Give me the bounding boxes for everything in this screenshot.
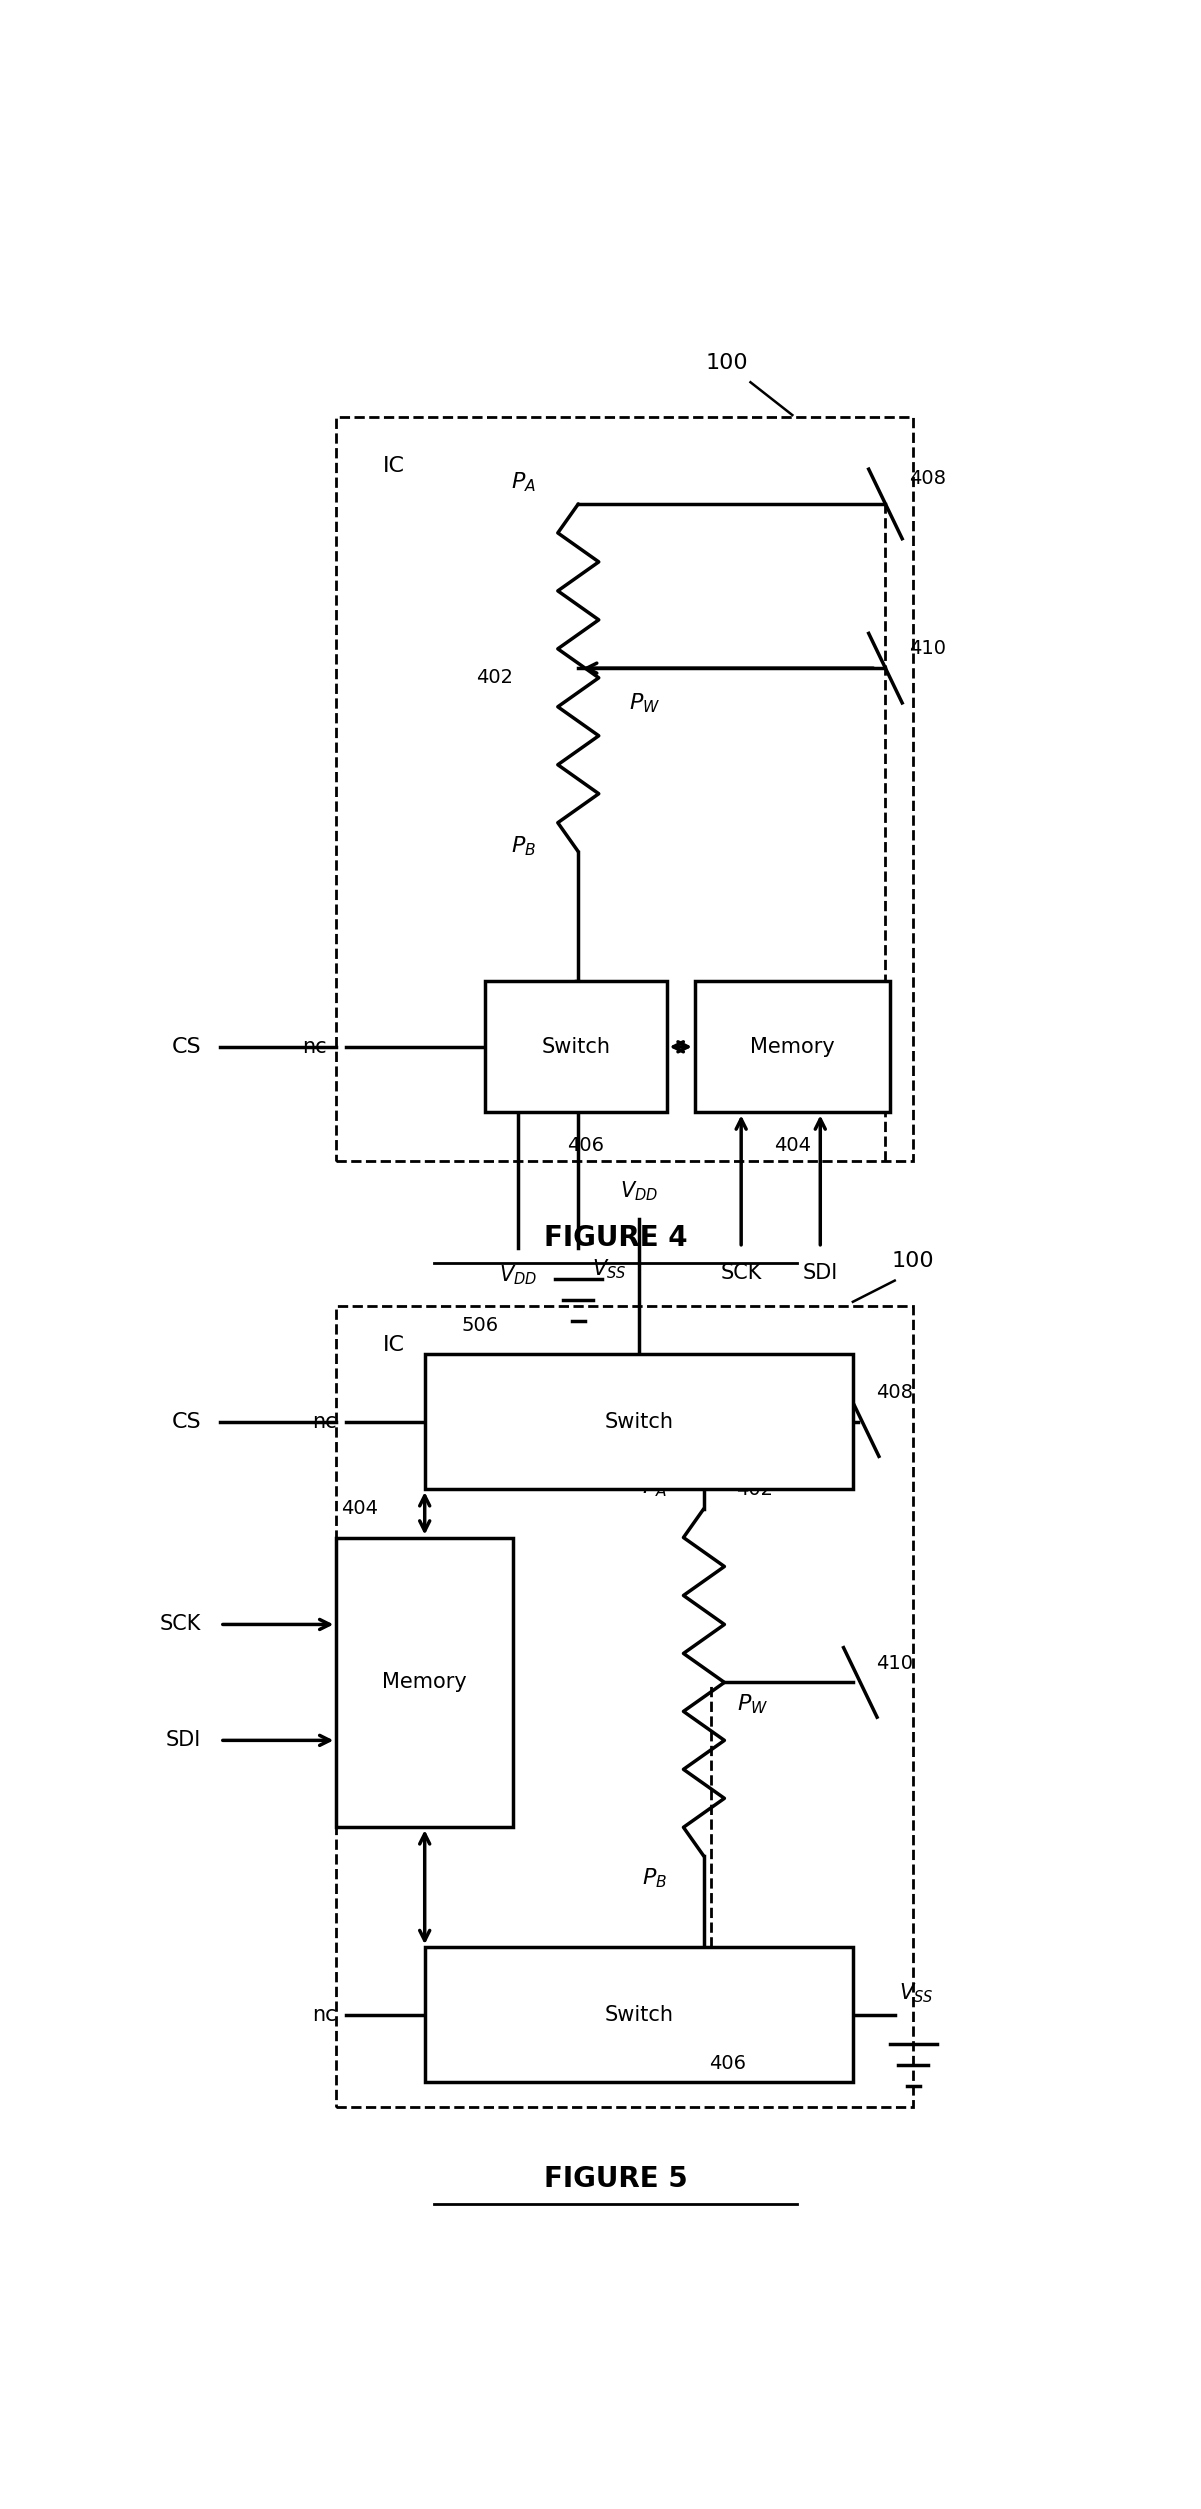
Text: 506: 506	[462, 1315, 500, 1335]
Text: $P_B$: $P_B$	[512, 833, 537, 858]
Text: nc: nc	[311, 1413, 336, 1433]
Text: SCK: SCK	[160, 1613, 202, 1633]
Text: 406: 406	[567, 1137, 604, 1154]
Text: 100: 100	[706, 354, 748, 374]
Bar	[694, 981, 890, 1111]
Text: IC: IC	[383, 457, 405, 477]
Text: IC: IC	[383, 1335, 405, 1355]
Text: nc: nc	[303, 1036, 327, 1056]
Text: 404: 404	[341, 1500, 378, 1518]
Text: $P_W$: $P_W$	[736, 1691, 767, 1716]
Text: 408: 408	[909, 469, 945, 489]
Text: 410: 410	[909, 640, 945, 657]
Text: Memory: Memory	[382, 1674, 467, 1694]
Bar	[485, 981, 667, 1111]
Text: 402: 402	[736, 1480, 773, 1498]
Text: $V_{SS}$: $V_{SS}$	[900, 1982, 933, 2005]
Text: Memory: Memory	[749, 1036, 835, 1056]
Text: CS: CS	[172, 1036, 202, 1056]
Text: 100: 100	[892, 1252, 934, 1272]
Text: FIGURE 5: FIGURE 5	[544, 2165, 687, 2193]
Bar	[336, 1305, 914, 2108]
Bar	[425, 1355, 853, 1490]
Bar	[425, 1947, 853, 2082]
Text: $P_B$: $P_B$	[641, 1867, 667, 1889]
Text: FIGURE 4: FIGURE 4	[544, 1224, 687, 1252]
Bar	[336, 1538, 513, 1827]
Text: SCK: SCK	[721, 1262, 761, 1282]
Text: Switch: Switch	[604, 2005, 674, 2025]
Text: nc: nc	[311, 2005, 336, 2025]
Text: $P_W$: $P_W$	[629, 692, 661, 715]
Bar	[336, 416, 914, 1162]
Text: Switch: Switch	[604, 1413, 674, 1433]
Text: $V_{DD}$: $V_{DD}$	[498, 1262, 537, 1287]
Text: SDI: SDI	[802, 1262, 838, 1282]
Text: Switch: Switch	[542, 1036, 610, 1056]
Text: SDI: SDI	[166, 1731, 202, 1751]
Text: 402: 402	[476, 667, 513, 687]
Text: 410: 410	[877, 1653, 913, 1674]
Text: $P_A$: $P_A$	[641, 1475, 667, 1498]
Text: 408: 408	[877, 1382, 913, 1403]
Text: CS: CS	[172, 1413, 202, 1433]
Text: 404: 404	[773, 1137, 811, 1154]
Text: $P_A$: $P_A$	[512, 472, 537, 494]
Text: $V_{SS}$: $V_{SS}$	[592, 1257, 627, 1282]
Text: $V_{DD}$: $V_{DD}$	[620, 1179, 658, 1204]
Text: 406: 406	[709, 2055, 746, 2072]
